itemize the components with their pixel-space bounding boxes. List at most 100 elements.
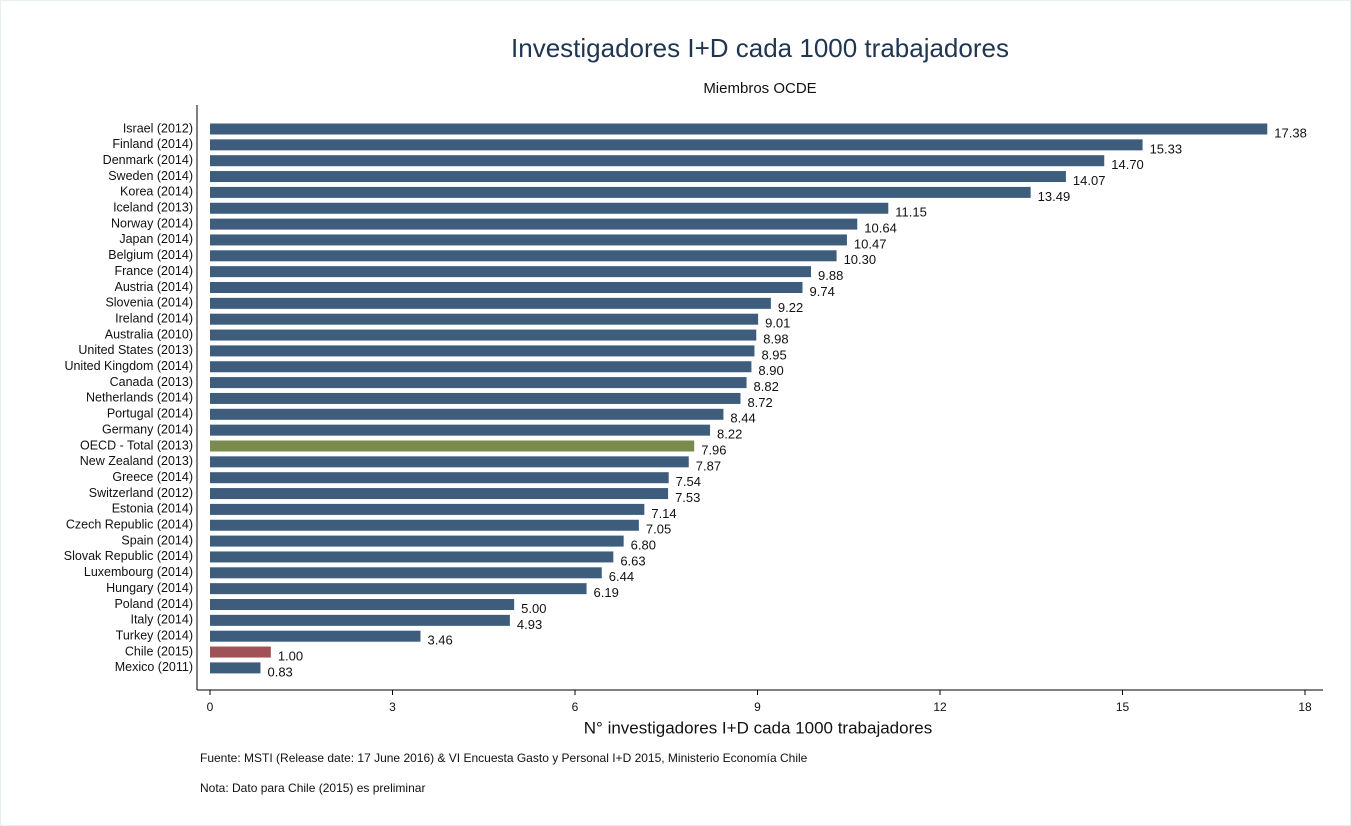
bar (210, 218, 858, 230)
bar (210, 551, 614, 563)
bar (210, 345, 755, 357)
bar (210, 535, 624, 547)
y-tick-label: France (2014) (114, 264, 193, 278)
bar (210, 519, 639, 531)
y-tick-label: Switzerland (2012) (89, 486, 193, 500)
bar (210, 646, 271, 658)
bar (210, 599, 515, 610)
y-tick-label: Luxembourg (2014) (84, 565, 193, 579)
bar (210, 361, 752, 373)
value-label: 7.53 (675, 490, 700, 505)
value-label: 8.95 (761, 347, 786, 362)
bar (210, 250, 837, 262)
value-label: 6.19 (594, 585, 619, 600)
bar (210, 662, 261, 674)
y-tick-label: Denmark (2014) (103, 153, 193, 167)
bar (210, 614, 510, 626)
value-label: 8.44 (730, 411, 755, 426)
value-label: 7.87 (696, 458, 721, 473)
value-label: 9.88 (818, 268, 843, 283)
x-tick-label: 6 (572, 700, 579, 714)
bar (210, 488, 669, 500)
value-label: 5.00 (521, 601, 546, 616)
bar (210, 171, 1066, 183)
y-tick-label: Austria (2014) (114, 280, 193, 294)
y-tick-label: Czech Republic (2014) (66, 518, 193, 532)
bar (210, 155, 1105, 167)
value-label: 7.54 (676, 474, 701, 489)
y-tick-label: United Kingdom (2014) (64, 359, 193, 373)
y-tick-label: Finland (2014) (112, 137, 193, 151)
bar (210, 567, 602, 579)
value-label: 3.46 (427, 633, 452, 648)
note: Nota: Dato para Chile (2015) es prelimin… (200, 781, 425, 795)
y-tick-label: Hungary (2014) (106, 581, 193, 595)
y-tick-label: Sweden (2014) (108, 169, 193, 183)
value-label: 11.15 (895, 205, 927, 220)
y-tick-label: Norway (2014) (111, 216, 193, 230)
y-tick-label: New Zealand (2013) (80, 454, 193, 468)
value-label: 14.07 (1073, 173, 1106, 188)
value-label: 8.82 (754, 379, 779, 394)
value-label: 7.05 (646, 522, 671, 537)
bar (210, 297, 771, 309)
bar (210, 266, 812, 278)
value-label: 17.38 (1274, 125, 1307, 140)
value-label: 7.96 (701, 442, 726, 457)
value-label: 10.47 (854, 236, 887, 251)
y-tick-label: Slovak Republic (2014) (64, 549, 193, 563)
y-tick-label: Italy (2014) (130, 613, 193, 627)
bar (210, 456, 689, 468)
chart-subtitle: Miembros OCDE (703, 80, 816, 97)
bar (210, 234, 847, 246)
value-label: 10.30 (844, 252, 877, 267)
value-label: 9.74 (810, 284, 835, 299)
value-label: 9.01 (765, 316, 790, 331)
y-tick-label: Australia (2010) (105, 327, 193, 341)
y-tick-label: Mexico (2011) (115, 660, 193, 674)
value-label: 13.49 (1038, 189, 1071, 204)
value-label: 6.44 (609, 569, 634, 584)
value-label: 8.72 (747, 395, 772, 410)
y-tick-label: Spain (2014) (121, 533, 193, 547)
bar (210, 392, 741, 404)
x-tick-label: 12 (933, 700, 947, 714)
x-tick-label: 3 (389, 700, 396, 714)
y-tick-label: United States (2013) (78, 343, 193, 357)
bar (210, 139, 1143, 151)
value-label: 7.14 (651, 506, 676, 521)
value-label: 1.00 (278, 648, 303, 663)
value-label: 6.80 (631, 538, 656, 553)
y-tick-label: Ireland (2014) (115, 311, 193, 325)
bar (210, 202, 889, 214)
y-tick-label: Chile (2015) (125, 644, 193, 658)
y-tick-label: Iceland (2013) (113, 201, 193, 215)
y-tick-label: Estonia (2014) (112, 502, 193, 516)
value-label: 0.83 (267, 664, 292, 679)
y-tick-label: Netherlands (2014) (86, 391, 193, 405)
bar (210, 630, 421, 642)
value-label: 8.22 (717, 427, 742, 442)
bar (210, 503, 645, 515)
y-tick-label: Turkey (2014) (116, 628, 193, 642)
value-label: 8.90 (758, 363, 783, 378)
bar (210, 440, 695, 452)
value-label: 9.22 (778, 300, 803, 315)
value-label: 14.70 (1111, 157, 1144, 172)
bar (210, 472, 669, 484)
bar (210, 329, 757, 341)
chart-title: Investigadores I+D cada 1000 trabajadore… (511, 33, 1009, 63)
bar (210, 424, 711, 436)
x-tick-label: 9 (754, 700, 761, 714)
x-tick-label: 18 (1298, 700, 1312, 714)
y-tick-label: Korea (2014) (120, 185, 193, 199)
y-tick-label: Belgium (2014) (108, 248, 193, 262)
y-tick-label: OECD - Total (2013) (80, 438, 193, 452)
y-tick-label: Portugal (2014) (107, 407, 193, 421)
value-label: 15.33 (1150, 141, 1183, 156)
y-tick-label: Greece (2014) (112, 470, 193, 484)
bar (210, 186, 1031, 198)
bar (210, 313, 759, 325)
x-tick-label: 0 (207, 700, 214, 714)
